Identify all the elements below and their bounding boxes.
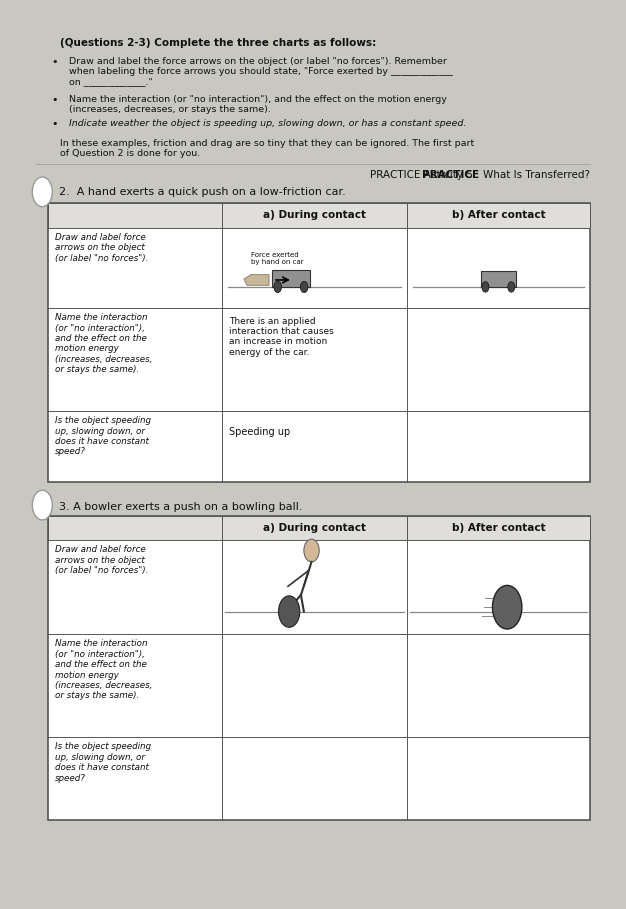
Bar [48, 515, 590, 540]
Text: b) After contact: b) After contact [451, 210, 545, 220]
Text: There is an applied
interaction that causes
an increase in motion
energy of the : There is an applied interaction that cau… [229, 316, 334, 357]
Text: Draw and label the force arrows on the object (or label "no forces"). Remember
w: Draw and label the force arrows on the o… [69, 56, 453, 86]
Circle shape [508, 282, 515, 292]
Circle shape [33, 490, 53, 520]
Bar [48, 204, 590, 483]
Text: Name the interaction
(or "no interaction"),
and the effect on the
motion energy
: Name the interaction (or "no interaction… [55, 640, 153, 701]
Text: PRACTICE: PRACTICE [423, 170, 480, 180]
Text: Is the object speeding
up, slowing down, or
does it have constant
speed?: Is the object speeding up, slowing down,… [55, 743, 151, 783]
Circle shape [493, 585, 522, 629]
Text: •: • [51, 118, 58, 128]
Text: PRACTICE Activity 5:  What Is Transferred?: PRACTICE Activity 5: What Is Transferred… [369, 170, 590, 180]
Text: In these examples, friction and drag are so tiny that they can be ignored. The f: In these examples, friction and drag are… [60, 138, 475, 158]
Text: a) During contact: a) During contact [263, 210, 366, 220]
Bar [272, 269, 310, 287]
Polygon shape [244, 275, 269, 285]
Text: Speeding up: Speeding up [229, 426, 290, 436]
Circle shape [300, 281, 308, 293]
Text: Draw and label force
arrows on the object
(or label "no forces").: Draw and label force arrows on the objec… [55, 545, 148, 575]
Text: 3. A bowler exerts a push on a bowling ball.: 3. A bowler exerts a push on a bowling b… [59, 502, 302, 512]
Text: Force exerted
by hand on car: Force exerted by hand on car [251, 252, 304, 265]
Text: Indicate weather the object is speeding up, slowing down, or has a constant spee: Indicate weather the object is speeding … [69, 118, 466, 127]
Text: •: • [51, 95, 58, 105]
Circle shape [482, 282, 489, 292]
Text: •: • [51, 56, 58, 66]
Bar [48, 204, 590, 227]
Circle shape [304, 539, 319, 562]
Text: 2.  A hand exerts a quick push on a low-friction car.: 2. A hand exerts a quick push on a low-f… [59, 187, 346, 197]
Text: b) After contact: b) After contact [451, 523, 545, 533]
Circle shape [274, 281, 282, 293]
Text: Is the object speeding
up, slowing down, or
does it have constant
speed?: Is the object speeding up, slowing down,… [55, 416, 151, 456]
Bar [481, 271, 516, 287]
Text: Name the interaction (or "no interaction"), and the effect on the motion energy
: Name the interaction (or "no interaction… [69, 95, 447, 115]
Bar [48, 515, 590, 820]
Text: (Questions 2-3) Complete the three charts as follows:: (Questions 2-3) Complete the three chart… [60, 38, 376, 48]
Circle shape [33, 177, 53, 206]
Text: a) During contact: a) During contact [263, 523, 366, 533]
Text: Draw and label force
arrows on the object
(or label "no forces").: Draw and label force arrows on the objec… [55, 233, 148, 263]
Circle shape [279, 596, 300, 627]
Text: Name the interaction
(or "no interaction"),
and the effect on the
motion energy
: Name the interaction (or "no interaction… [55, 313, 153, 375]
